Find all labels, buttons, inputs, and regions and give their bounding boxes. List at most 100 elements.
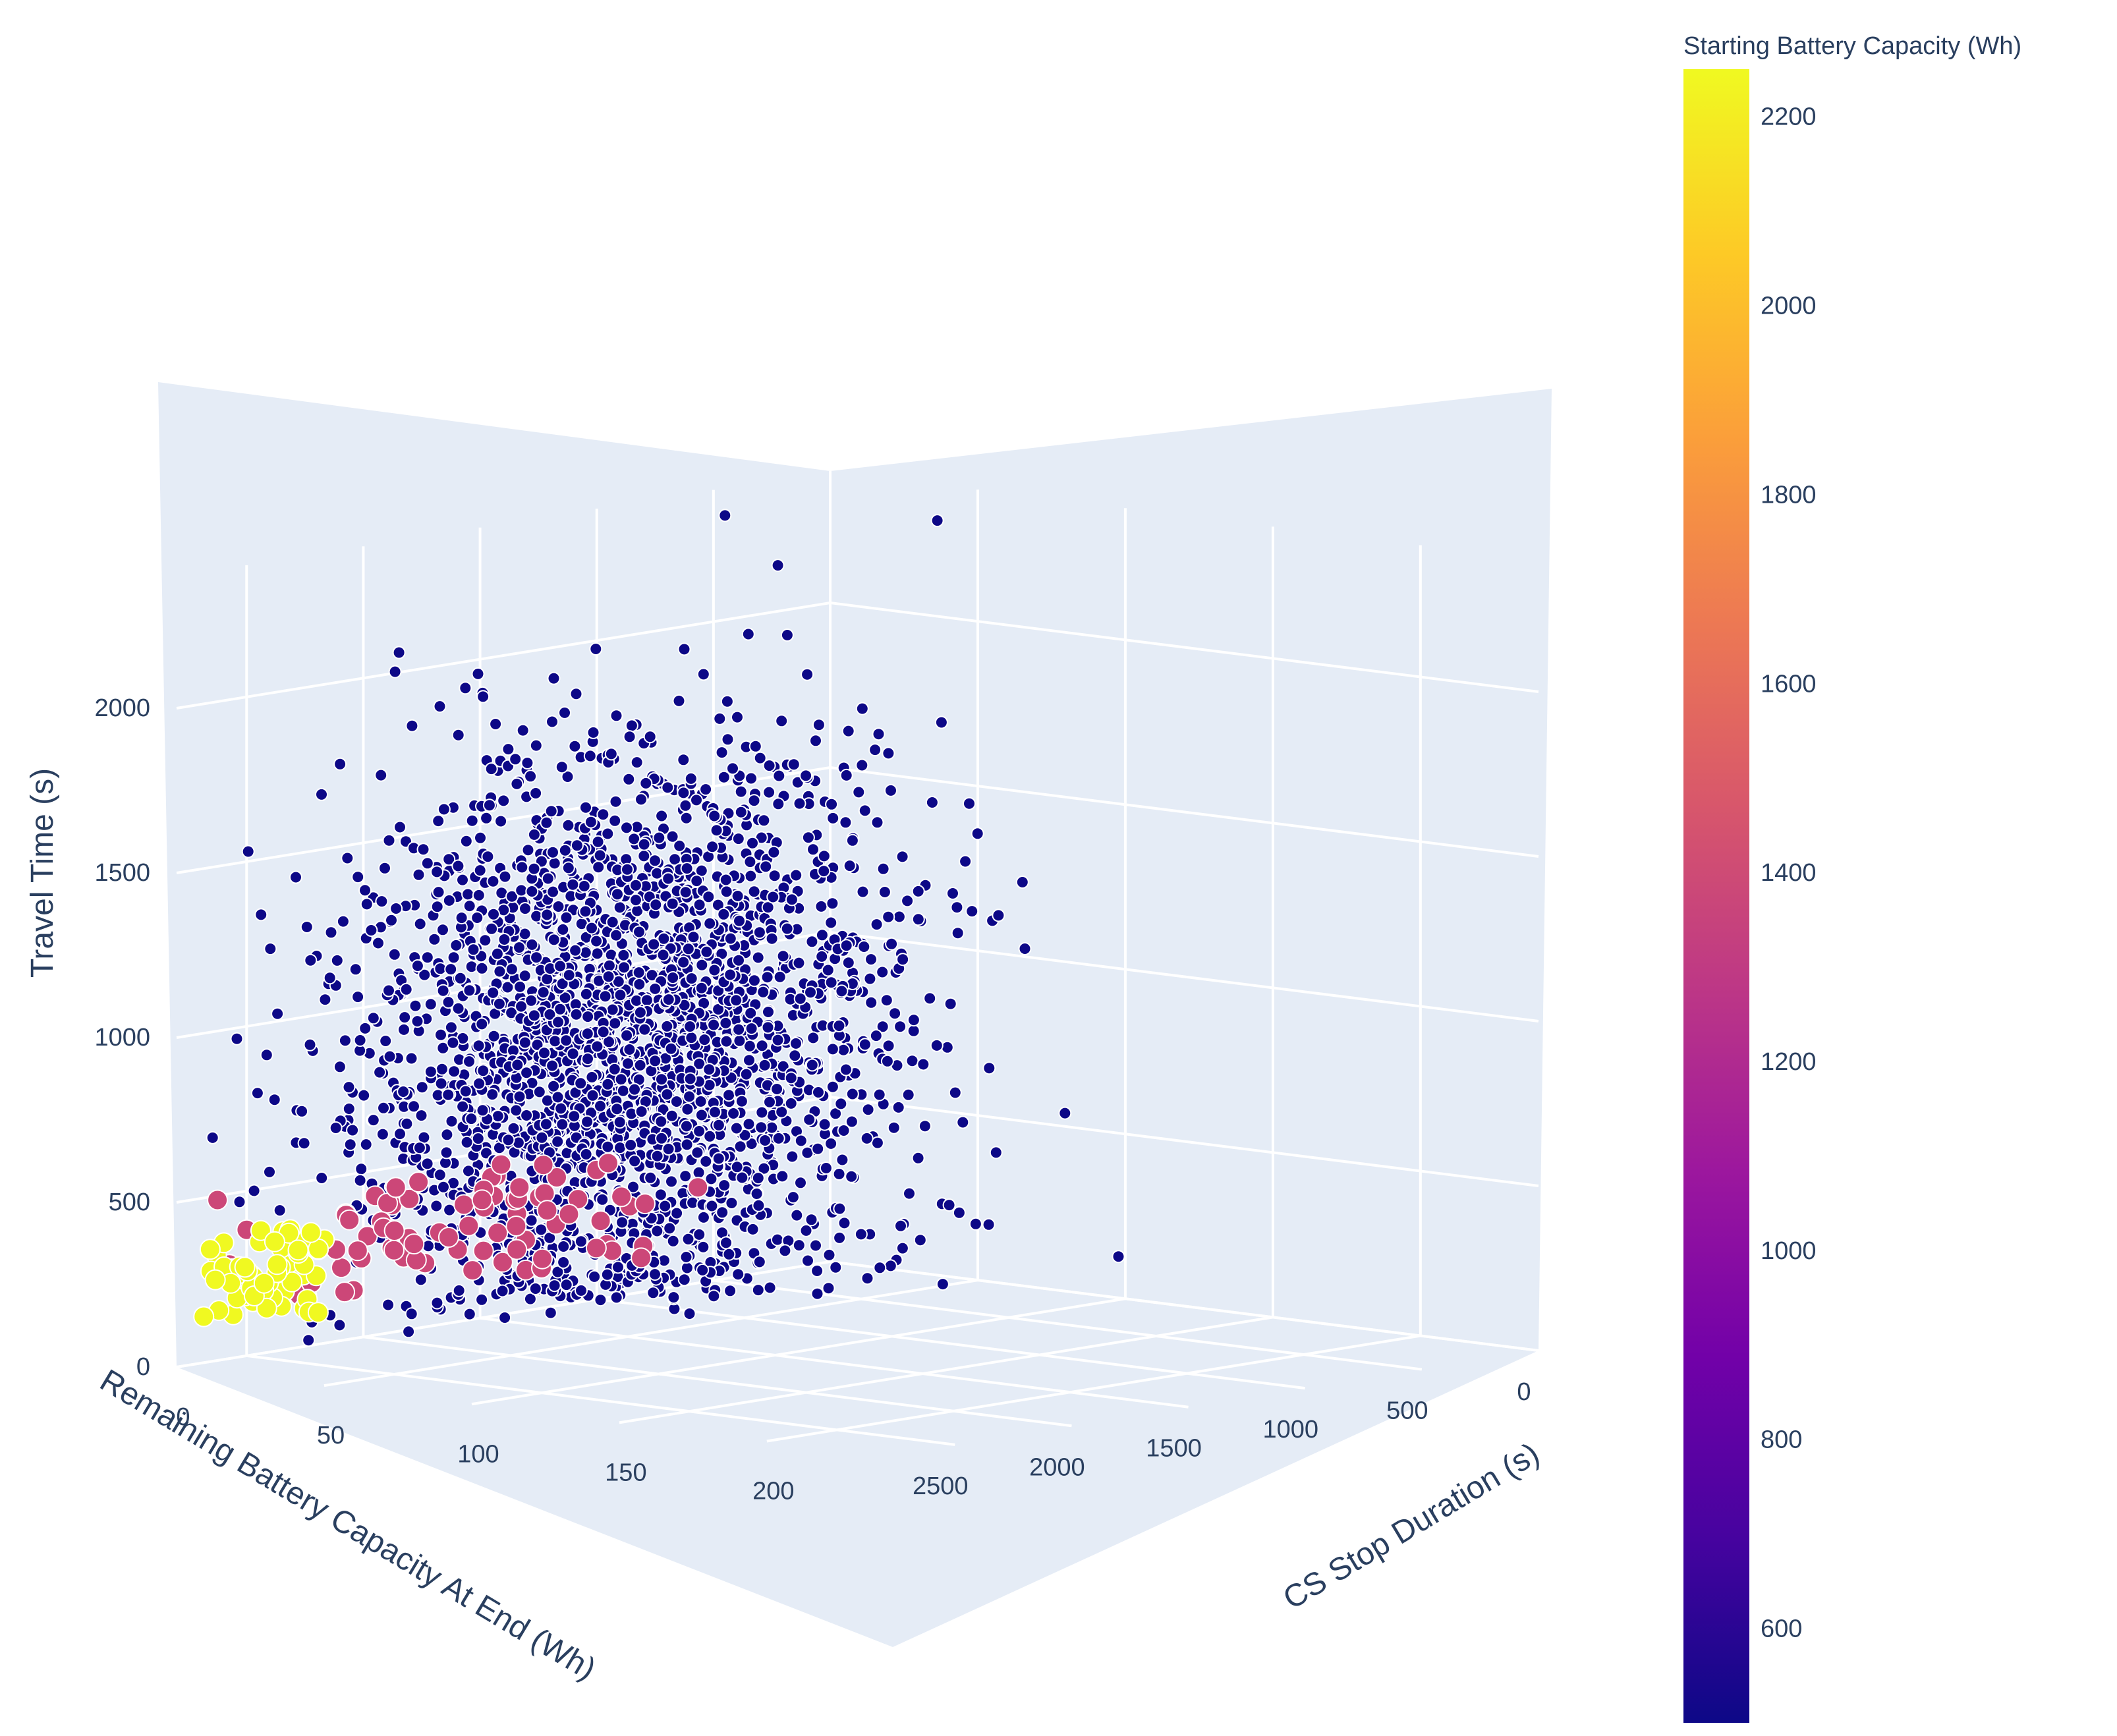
- data-point: [428, 932, 441, 946]
- z-tick-label: 0: [136, 1353, 150, 1381]
- data-point: [839, 1063, 853, 1077]
- data-point: [596, 808, 610, 822]
- x-tick-label: 0: [1517, 1378, 1531, 1406]
- data-point: [948, 1086, 962, 1100]
- data-point: [460, 1135, 474, 1149]
- data-point: [490, 1154, 512, 1175]
- data-point: [579, 800, 592, 814]
- y-tick-label: 200: [752, 1478, 794, 1505]
- data-point: [579, 1148, 593, 1161]
- data-point: [575, 1283, 588, 1297]
- data-point: [625, 719, 638, 733]
- data-point: [963, 797, 976, 810]
- data-point: [645, 968, 659, 982]
- data-point: [475, 1293, 489, 1306]
- data-point: [456, 873, 469, 887]
- data-point: [342, 1102, 356, 1115]
- data-point: [692, 1165, 706, 1179]
- data-point: [895, 850, 909, 864]
- data-point: [617, 948, 631, 962]
- data-point: [385, 1177, 407, 1198]
- data-point: [869, 1029, 883, 1043]
- data-point: [679, 885, 692, 899]
- data-point: [230, 1032, 244, 1046]
- data-point: [408, 1171, 430, 1193]
- data-point: [805, 1058, 819, 1072]
- data-point: [811, 1142, 825, 1156]
- y-tick-label: 50: [317, 1422, 345, 1449]
- data-point: [741, 627, 755, 641]
- data-point: [234, 1256, 256, 1278]
- data-point: [430, 1296, 444, 1310]
- colorbar-tick-label: 800: [1761, 1426, 1802, 1454]
- data-point: [513, 1090, 526, 1104]
- data-point: [837, 1216, 851, 1230]
- data-point: [470, 911, 484, 924]
- data-point: [757, 814, 771, 827]
- data-point: [253, 1272, 275, 1294]
- data-point: [505, 1216, 527, 1237]
- data-point: [606, 915, 619, 929]
- data-point: [885, 937, 899, 951]
- data-point: [803, 1113, 816, 1127]
- data-point: [770, 1233, 784, 1246]
- data-point: [829, 1107, 843, 1121]
- data-point: [518, 1036, 532, 1050]
- data-point: [475, 1017, 489, 1031]
- data-point: [648, 982, 662, 995]
- data-point: [704, 1172, 718, 1186]
- scene-3d[interactable]: [158, 382, 1552, 1647]
- data-point: [424, 1065, 438, 1078]
- data-point: [722, 1088, 736, 1102]
- data-point: [569, 943, 582, 957]
- data-point: [685, 1031, 698, 1045]
- data-point: [414, 1273, 428, 1287]
- data-point: [731, 889, 745, 903]
- data-point: [574, 1077, 588, 1090]
- data-point: [670, 1206, 684, 1220]
- data-point: [414, 1109, 428, 1123]
- data-point: [905, 1054, 919, 1068]
- data-point: [665, 1109, 679, 1123]
- data-point: [490, 947, 504, 961]
- data-point: [501, 1133, 515, 1147]
- data-point: [696, 1240, 710, 1254]
- data-point: [731, 1268, 745, 1281]
- data-point: [809, 1239, 822, 1252]
- data-point: [505, 889, 519, 903]
- data-point: [485, 922, 499, 936]
- data-point: [585, 1237, 607, 1259]
- data-point: [566, 1047, 580, 1061]
- data-point: [541, 872, 555, 885]
- data-point: [679, 811, 693, 825]
- data-point: [660, 1088, 674, 1102]
- z-axis-ticks: 0 500 1000 1500 2000: [94, 694, 150, 1381]
- data-point: [536, 1200, 558, 1221]
- data-point: [884, 783, 897, 797]
- data-point: [793, 992, 807, 1005]
- data-point: [409, 999, 422, 1013]
- data-point: [692, 1057, 706, 1071]
- data-point: [785, 893, 799, 907]
- data-point: [893, 1020, 907, 1034]
- data-point: [748, 739, 762, 753]
- data-point: [680, 862, 694, 876]
- data-point: [613, 1141, 627, 1155]
- data-point: [547, 933, 561, 947]
- data-point: [801, 831, 815, 845]
- data-point: [418, 968, 432, 982]
- data-point: [944, 997, 957, 1011]
- data-point: [487, 907, 500, 921]
- data-point: [632, 966, 646, 980]
- data-point: [388, 665, 402, 679]
- data-point: [629, 893, 642, 907]
- data-point: [635, 793, 648, 806]
- data-point: [338, 1034, 352, 1048]
- data-point: [719, 873, 733, 887]
- y-axis-ticks: 0 50 100 150 200: [176, 1403, 794, 1505]
- data-point: [509, 752, 522, 766]
- data-point: [436, 1041, 450, 1055]
- data-point: [570, 839, 584, 853]
- data-point: [680, 1261, 694, 1275]
- data-point: [692, 898, 706, 912]
